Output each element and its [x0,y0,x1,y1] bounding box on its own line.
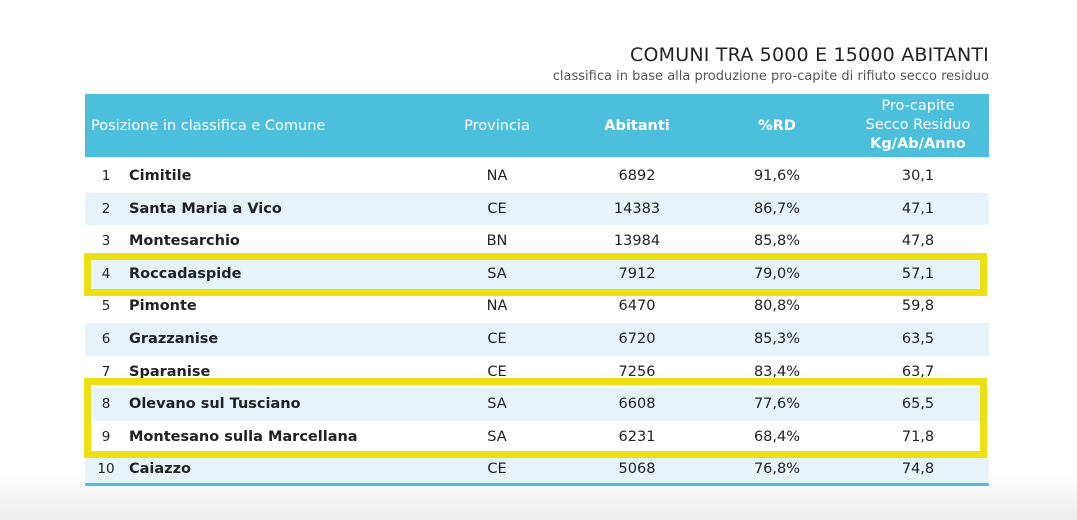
header-abitanti: Abitanti [604,117,670,134]
header-procapite-line3: Kg/Ab/Anno [870,136,966,152]
table-row: 6 Grazzanise CE 6720 85,3% 63,5 [85,322,989,356]
row-comune: Pimonte [129,298,197,315]
table-row: 10 Caiazzo CE 5068 76,8% 74,8 [85,453,989,486]
row-abitanti: 6892 [618,168,656,184]
row-comune: Montesano sulla Marcellana [129,428,358,445]
table-bottom-rule [85,483,989,486]
row-position: 4 [101,265,111,282]
page-subtitle: classifica in base alla produzione pro-c… [552,69,989,84]
row-provincia: CE [487,363,507,380]
row-procapite: 65,5 [901,396,935,413]
row-rd: 79,0% [753,265,801,282]
row-comune: Sparanise [129,363,211,380]
row-abitanti: 6720 [618,330,656,347]
row-position: 8 [101,396,111,413]
row-position: 2 [101,200,111,217]
header-procapite-line1: Pro-capite [881,98,955,114]
row-position: 3 [101,233,111,250]
row-position: 9 [101,428,111,445]
row-comune: Santa Maria a Vico [129,200,282,217]
row-procapite: 63,5 [901,330,935,347]
row-procapite: 57,1 [901,265,935,282]
row-rd: 91,6% [753,168,801,184]
row-abitanti: 6470 [618,298,656,315]
header-rd: %RD [758,117,796,134]
row-abitanti: 13984 [613,233,661,250]
row-position: 7 [101,363,111,380]
table-row: 8 Olevano sul Tusciano SA 6608 77,6% 65,… [85,388,989,421]
table-header: Posizione in classifica e Comune Provinc… [85,94,989,157]
row-procapite: 63,7 [901,363,935,380]
header-provincia: Provincia [464,117,530,134]
highlight-box-sa-pair [84,378,987,458]
row-abitanti: 7256 [618,363,656,380]
header-posizione: Posizione in classifica e Comune [91,117,326,134]
header-procapite-line2: Secco Residuo [865,117,971,133]
row-procapite: 74,8 [901,461,935,478]
row-rd: 85,3% [753,330,801,347]
row-position: 1 [101,168,111,184]
row-comune: Roccadaspide [129,265,242,282]
table-row: 2 Santa Maria a Vico CE 14383 86,7% 47,1 [85,192,989,226]
row-provincia: NA [486,168,508,184]
table-row: 3 Montesarchio BN 13984 85,8% 47,8 [85,225,989,258]
table-row: 9 Montesano sulla Marcellana SA 6231 68,… [85,421,989,454]
row-position: 5 [101,298,111,315]
row-rd: 85,8% [753,233,801,250]
table-row: 1 Cimitile NA 6892 91,6% 30,1 [85,160,989,193]
row-comune: Caiazzo [129,461,192,478]
row-provincia: CE [487,461,507,478]
row-position: 10 [97,461,115,478]
row-abitanti: 7912 [618,265,656,282]
row-provincia: BN [486,233,508,250]
row-rd: 76,8% [753,461,801,478]
row-rd: 83,4% [753,363,801,380]
row-procapite: 71,8 [901,428,935,445]
table-row: 7 Sparanise CE 7256 83,4% 63,7 [85,356,989,389]
row-comune: Montesarchio [129,233,240,250]
row-procapite: 47,8 [901,233,935,250]
table-row: 5 Pimonte NA 6470 80,8% 59,8 [85,290,989,323]
row-procapite: 47,1 [901,200,935,217]
page-title: COMUNI TRA 5000 E 15000 ABITANTI [630,44,989,66]
row-provincia: NA [486,298,508,315]
row-provincia: CE [487,200,507,217]
row-procapite: 30,1 [901,168,935,184]
table-body: 1 Cimitile NA 6892 91,6% 30,1 2 Santa Ma… [85,160,989,486]
row-position: 6 [101,330,111,347]
row-provincia: SA [487,265,507,282]
row-comune: Olevano sul Tusciano [129,396,301,413]
row-provincia: SA [487,428,507,445]
row-provincia: CE [487,330,507,347]
highlight-box-roccadaspide [84,253,987,296]
row-comune: Cimitile [129,168,192,184]
table-row: 4 Roccadaspide SA 7912 79,0% 57,1 [85,257,989,291]
row-procapite: 59,8 [901,298,935,315]
row-rd: 77,6% [753,396,801,413]
row-rd: 86,7% [753,200,801,217]
row-abitanti: 6608 [618,396,656,413]
row-provincia: SA [487,396,507,413]
row-abitanti: 5068 [618,461,656,478]
row-abitanti: 6231 [618,428,656,445]
header-procapite: Pro-capite Secco Residuo Kg/Ab/Anno [847,94,989,157]
row-rd: 68,4% [753,428,801,445]
row-comune: Grazzanise [129,330,219,347]
row-rd: 80,8% [753,298,801,315]
row-abitanti: 14383 [613,200,661,217]
